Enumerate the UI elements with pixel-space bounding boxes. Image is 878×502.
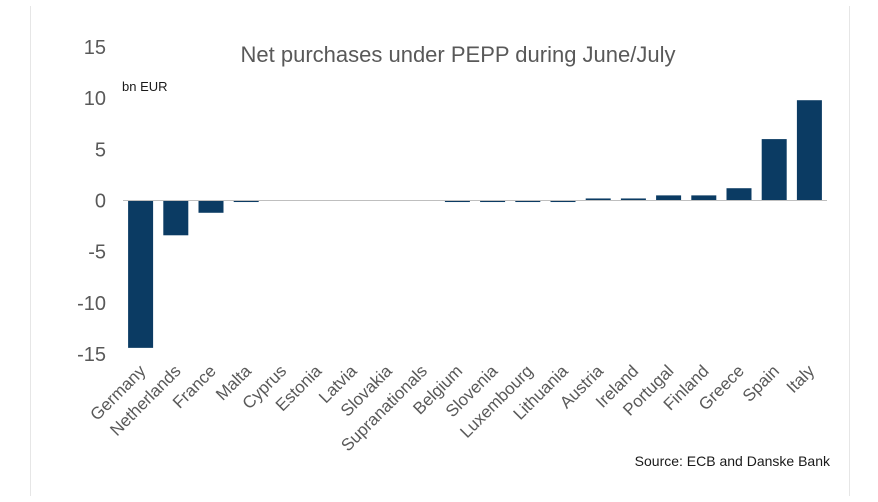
bar-spain: [761, 139, 787, 201]
bar-austria: [585, 198, 611, 201]
bar-greece: [726, 188, 752, 201]
bar-belgium: [444, 200, 470, 203]
bar-portugal: [656, 195, 682, 201]
bar-finland: [691, 195, 717, 201]
x-tick-label: Spain: [739, 361, 783, 405]
bar-slovenia: [480, 200, 506, 203]
unit-label: bn EUR: [122, 79, 168, 94]
x-tick-label: Italy: [783, 361, 819, 397]
y-tick-label: -5: [88, 242, 106, 264]
bar-italy: [796, 100, 822, 201]
y-tick-label: 15: [84, 37, 106, 59]
y-tick-label: 0: [95, 191, 106, 213]
bar-france: [198, 200, 224, 213]
y-axis-ticks: 15 10 5 0 -5 -10 -15: [77, 37, 106, 366]
bars: [128, 100, 822, 348]
bar-lithuania: [550, 200, 576, 203]
y-tick-label: -15: [77, 344, 106, 366]
source-note: Source: ECB and Danske Bank: [635, 453, 831, 469]
y-tick-label: 5: [95, 139, 106, 161]
bar-germany: [128, 200, 154, 348]
bar-luxembourg: [515, 200, 541, 203]
y-tick-label: 10: [84, 88, 106, 110]
chart-panel: [30, 6, 850, 496]
bar-ireland: [620, 198, 646, 201]
y-tick-label: -10: [77, 293, 106, 315]
bar-netherlands: [163, 200, 189, 236]
bar-malta: [233, 200, 259, 203]
chart-title: Net purchases under PEPP during June/Jul…: [241, 42, 676, 67]
x-axis-ticks: GermanyNetherlandsFranceMaltaCyprusEston…: [87, 361, 819, 455]
